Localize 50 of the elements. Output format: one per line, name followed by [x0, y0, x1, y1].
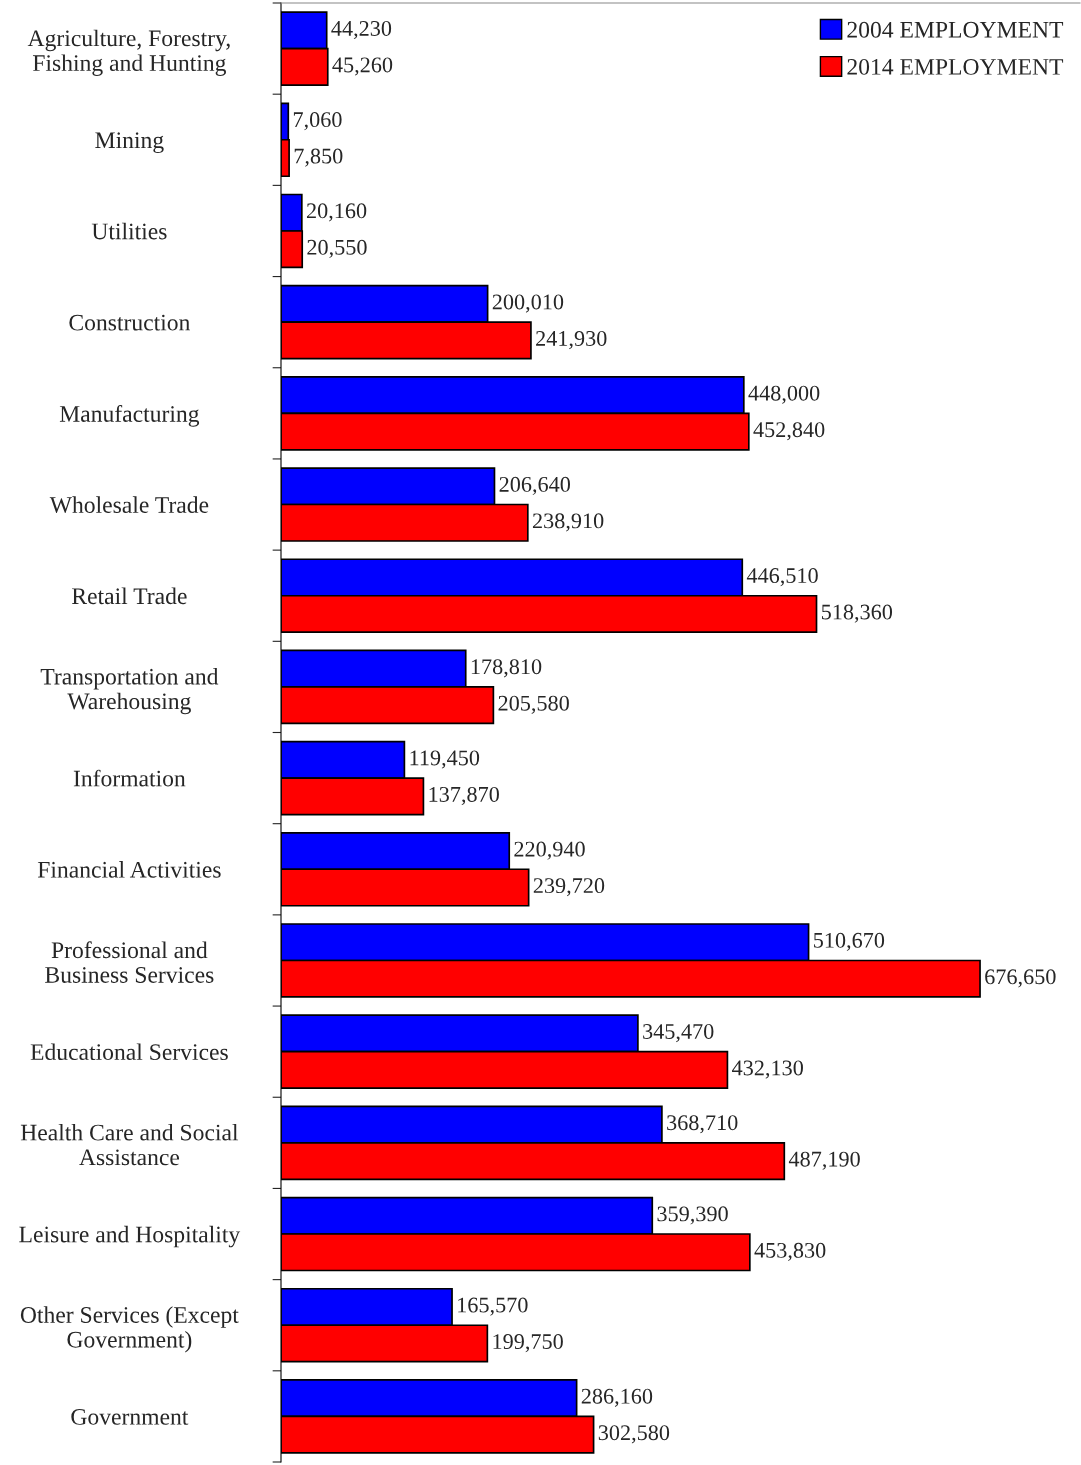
data-label: 199,750 [493, 1334, 563, 1353]
data-label: 453,830 [754, 1242, 826, 1262]
data-label: 205,580 [498, 695, 569, 714]
data-label: 165,570 [458, 1297, 528, 1316]
data-label: 359,390 [657, 1206, 728, 1225]
y-tick-label: Financial Activities [37, 861, 221, 878]
data-label: 452,840 [753, 422, 825, 441]
y-tick-label: Construction [69, 314, 191, 331]
y-tick-label: Agriculture, Forestry, Fishing and Hunting [27, 29, 230, 76]
data-label: 518,360 [821, 604, 893, 623]
data-label: 20,160 [306, 203, 367, 222]
data-label: 368,710 [667, 1115, 738, 1134]
data-label: 45,260 [332, 57, 393, 76]
data-label: 448,000 [748, 385, 820, 404]
y-tick-label: Utilities [91, 222, 167, 240]
data-label: 676,650 [985, 969, 1056, 988]
y-tick-label: Mining [95, 132, 164, 154]
data-label: 286,160 [581, 1388, 653, 1407]
data-label: 446,510 [746, 568, 818, 587]
y-tick-label: Other Services (Except Government) [20, 1306, 239, 1353]
data-label: 239,720 [533, 878, 605, 897]
data-label: 241,930 [536, 330, 607, 350]
legend-label: 2004 EMPLOYMENT [847, 21, 1064, 38]
data-label: 345,470 [643, 1023, 714, 1043]
y-tick-label: Retail Trade [72, 587, 187, 605]
y-tick-label: Professional and Business Services [45, 941, 214, 983]
data-label: 432,130 [732, 1060, 803, 1079]
data-label: 206,640 [499, 476, 571, 496]
data-label: 510,670 [814, 932, 885, 951]
data-label: 220,940 [514, 841, 585, 860]
data-label: 302,580 [598, 1425, 670, 1444]
data-label: 7,850 [294, 148, 343, 167]
data-label: 44,230 [331, 20, 392, 40]
legend-label: 2014 EMPLOYMENT [847, 58, 1064, 75]
y-tick-label: Manufacturing [59, 405, 200, 427]
data-label: 20,550 [307, 239, 367, 258]
y-tick-label: Educational Services [30, 1043, 228, 1061]
data-label: 178,810 [471, 659, 542, 678]
data-label: 119,450 [410, 750, 480, 769]
y-tick-label: Information [73, 769, 186, 787]
y-tick-label: Government [71, 1408, 189, 1425]
data-label: 238,910 [532, 513, 604, 532]
y-tick-label: Wholesale Trade [49, 496, 209, 514]
data-label: 487,190 [788, 1151, 860, 1170]
y-tick-label: Transportation and Warehousing [40, 668, 219, 715]
y-tick-label: Health Care and Social Assistance [20, 1123, 239, 1166]
data-label: 7,060 [293, 112, 342, 131]
data-label: 137,870 [429, 786, 499, 806]
data-label: 200,010 [492, 294, 564, 313]
y-tick-label: Leisure and Hospitality [19, 1225, 241, 1248]
